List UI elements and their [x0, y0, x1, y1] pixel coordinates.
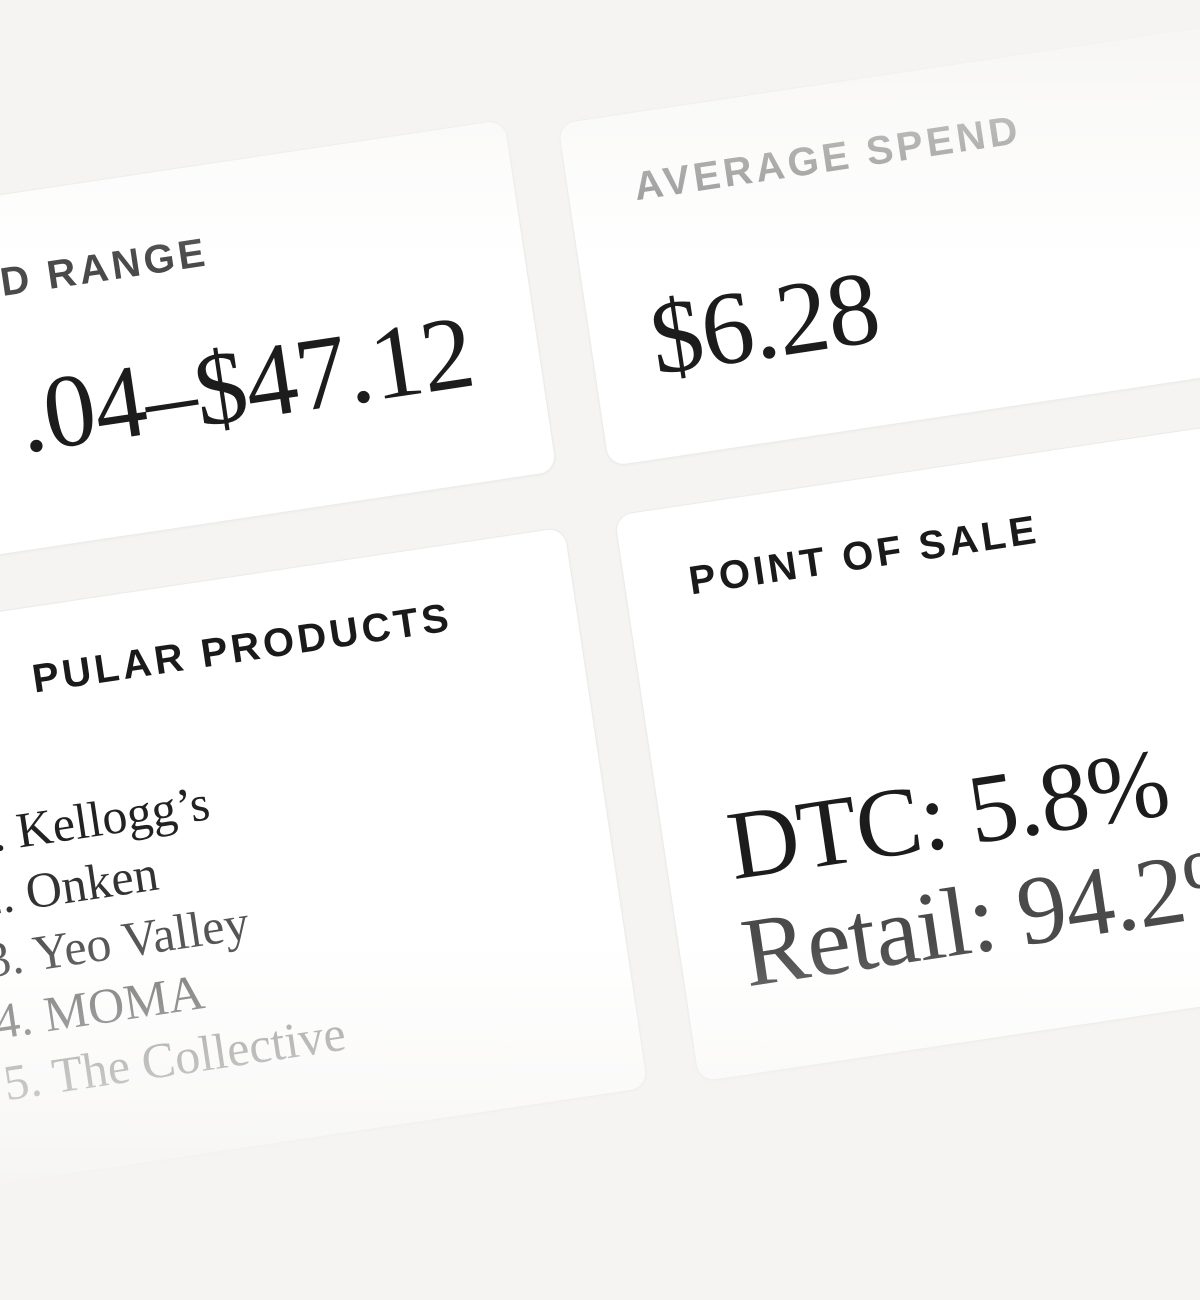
range-value: .04–$47.12 [10, 293, 481, 476]
range-label: D RANGE [0, 230, 212, 305]
popular-products-card: PULAR PRODUCTS 1. Kellogg’s 2. Onken 3. … [0, 526, 649, 1192]
point-of-sale-card: POINT OF SALE DTC: 5.8% Retail: 94.2% [613, 411, 1200, 1083]
average-spend-card: AVERAGE SPEND $6.28 [557, 19, 1200, 468]
popular-products-label: PULAR PRODUCTS [29, 595, 455, 702]
product-item: 1. Kellogg’s [0, 774, 214, 866]
range-card: D RANGE .04–$47.12 [0, 118, 558, 575]
average-spend-label: AVERAGE SPEND [631, 107, 1024, 210]
point-of-sale-label: POINT OF SALE [686, 507, 1043, 604]
average-spend-value: $6.28 [642, 249, 886, 397]
